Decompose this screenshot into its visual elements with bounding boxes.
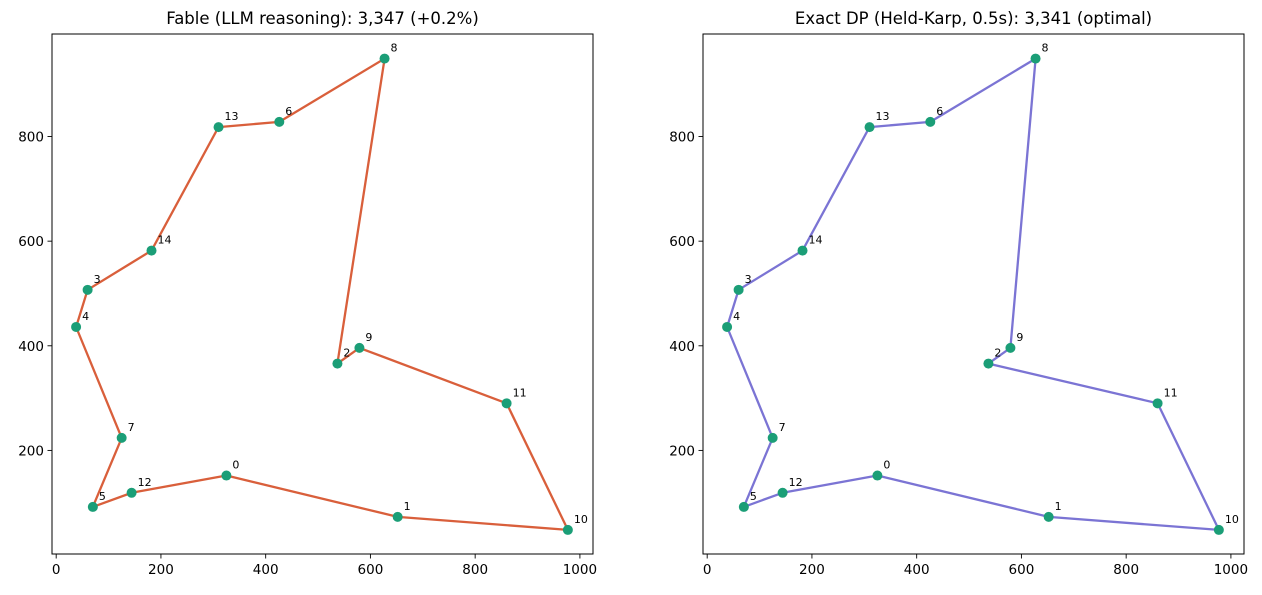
city-point-9 (1005, 342, 1016, 353)
city-point-8 (379, 53, 390, 64)
city-label-14: 14 (809, 234, 823, 247)
tour-line (74, 57, 570, 532)
city-label-0: 0 (232, 459, 239, 472)
city-label-10: 10 (1225, 513, 1239, 526)
city-label-6: 6 (285, 105, 292, 118)
city-label-13: 13 (225, 110, 239, 123)
city-point-7 (767, 432, 778, 443)
x-tick-label: 200 (148, 562, 174, 578)
city-label-7: 7 (128, 421, 135, 434)
city-label-3: 3 (94, 273, 101, 286)
y-tick-label: 200 (669, 443, 695, 459)
chart-title: Fable (LLM reasoning): 3,347 (+0.2%) (166, 9, 479, 28)
city-label-2: 2 (994, 347, 1001, 360)
city-label-1: 1 (1055, 500, 1062, 513)
city-point-13 (864, 122, 875, 133)
x-tick-label: 0 (703, 562, 712, 578)
city-point-10 (562, 524, 573, 535)
x-tick-label: 1000 (563, 562, 597, 578)
city-point-11 (501, 398, 512, 409)
city-label-8: 8 (391, 42, 398, 55)
x-tick-label: 800 (462, 562, 488, 578)
city-point-0 (872, 470, 883, 481)
city-point-12 (777, 487, 788, 498)
x-tick-label: 600 (1009, 562, 1035, 578)
city-point-6 (274, 116, 285, 127)
city-label-6: 6 (936, 105, 943, 118)
y-tick-label: 200 (18, 443, 44, 459)
city-label-9: 9 (365, 331, 372, 344)
axes-frame (702, 33, 1245, 555)
city-label-9: 9 (1016, 331, 1023, 344)
city-point-3 (82, 284, 93, 295)
city-label-11: 11 (1164, 386, 1178, 399)
x-tick-label: 1000 (1214, 562, 1248, 578)
city-point-14 (797, 245, 808, 256)
city-label-1: 1 (404, 500, 411, 513)
city-point-9 (354, 342, 365, 353)
y-tick-label: 800 (669, 130, 695, 146)
axes-frame (51, 33, 594, 555)
city-label-14: 14 (158, 234, 172, 247)
city-label-8: 8 (1042, 42, 1049, 55)
city-point-4 (71, 321, 82, 332)
city-point-6 (925, 116, 936, 127)
city-point-14 (146, 245, 157, 256)
city-label-5: 5 (750, 490, 757, 503)
city-point-4 (722, 321, 733, 332)
x-tick-label: 600 (358, 562, 384, 578)
x-tick-label: 800 (1113, 562, 1139, 578)
y-tick-label: 800 (18, 130, 44, 146)
city-label-3: 3 (745, 273, 752, 286)
city-label-12: 12 (789, 476, 803, 489)
city-point-11 (1152, 398, 1163, 409)
city-label-2: 2 (343, 347, 350, 360)
chart-title: Exact DP (Held-Karp, 0.5s): 3,341 (optim… (795, 9, 1152, 28)
city-point-0 (221, 470, 232, 481)
panel-exact-tour: Exact DP (Held-Karp, 0.5s): 3,341 (optim… (669, 9, 1248, 578)
y-tick-label: 600 (18, 234, 44, 250)
city-point-2 (983, 358, 994, 369)
city-label-13: 13 (876, 110, 890, 123)
city-label-7: 7 (779, 421, 786, 434)
city-point-1 (392, 511, 403, 522)
city-point-3 (733, 284, 744, 295)
city-label-4: 4 (82, 310, 89, 323)
x-tick-label: 400 (904, 562, 930, 578)
city-point-5 (738, 501, 749, 512)
city-label-4: 4 (733, 310, 740, 323)
x-tick-label: 0 (52, 562, 61, 578)
y-tick-label: 600 (669, 234, 695, 250)
city-point-1 (1043, 511, 1054, 522)
city-label-11: 11 (513, 386, 527, 399)
city-point-2 (332, 358, 343, 369)
city-point-13 (213, 122, 224, 133)
city-point-10 (1213, 524, 1224, 535)
y-tick-label: 400 (669, 339, 695, 355)
city-label-10: 10 (574, 513, 588, 526)
tour-line (725, 57, 1221, 532)
panel-llm-tour: Fable (LLM reasoning): 3,347 (+0.2%) 0 200… (18, 9, 597, 578)
city-point-8 (1030, 53, 1041, 64)
x-tick-label: 200 (799, 562, 825, 578)
city-label-0: 0 (883, 459, 890, 472)
city-point-12 (126, 487, 137, 498)
city-point-7 (116, 432, 127, 443)
x-tick-label: 400 (253, 562, 279, 578)
city-point-5 (87, 501, 98, 512)
city-label-5: 5 (99, 490, 106, 503)
y-tick-label: 400 (18, 339, 44, 355)
city-label-12: 12 (138, 476, 152, 489)
